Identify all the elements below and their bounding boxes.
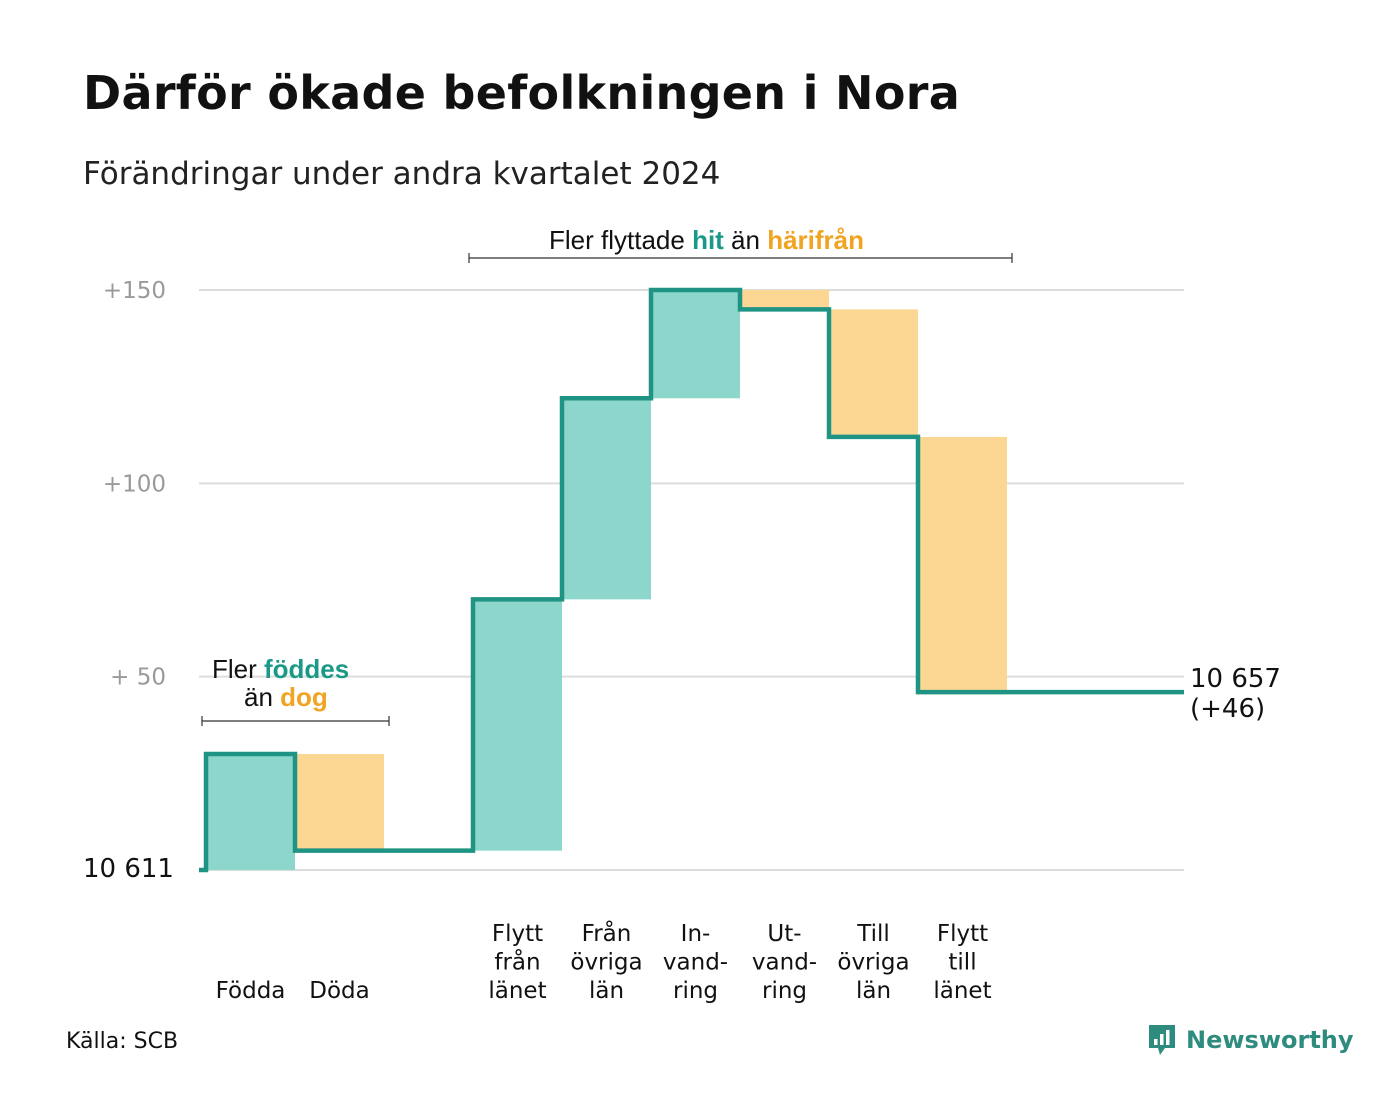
decrease-bar — [295, 754, 384, 851]
category-label: länet — [488, 978, 546, 1004]
increase-bar — [473, 599, 562, 851]
chart-subtitle: Förändringar under andra kvartalet 2024 — [83, 156, 721, 192]
y-tick-label: +150 — [103, 278, 166, 304]
migration-bracket — [468, 253, 1013, 263]
category-label: vand- — [663, 950, 728, 976]
births-annotation-line2: än dog — [244, 682, 328, 712]
end-change-label: (+46) — [1190, 694, 1265, 724]
category-label: Döda — [309, 978, 369, 1004]
brand-name: Newsworthy — [1186, 1026, 1354, 1054]
category-label: övriga — [570, 950, 642, 976]
category-label: In- — [681, 921, 711, 947]
deaths-annotation-prefix: än — [244, 682, 280, 712]
category-label: Från — [582, 919, 632, 947]
births-annotation-highlight: föddes — [264, 654, 349, 684]
y-tick-label: + 50 — [110, 665, 166, 691]
category-label: Flytt — [492, 921, 543, 947]
category-labels: Födda DödaFlyttfrånlänetFrånövrigalänIn-v… — [216, 919, 992, 1004]
category-label: Till — [856, 921, 890, 947]
category-label: Ut- — [767, 921, 801, 947]
source-note: Källa: SCB — [66, 1029, 179, 1054]
newsworthy-logo: Newsworthy — [1146, 1022, 1354, 1058]
category-label: länet — [933, 978, 991, 1004]
chart-title: Därför ökade befolkningen i Nora — [83, 66, 961, 120]
category-label: län — [589, 978, 624, 1004]
category-label: från — [494, 948, 540, 976]
category-label: till — [948, 950, 976, 976]
migration-annotation: Fler flyttade hit än härifrån — [468, 225, 1013, 263]
births-annotation-line1: Fler föddes — [212, 654, 349, 684]
category-label: ring — [673, 978, 718, 1004]
decrease-bar — [829, 309, 918, 437]
newsworthy-logo-icon — [1149, 1025, 1175, 1055]
y-axis-ticks: + 50 +100 +150 — [103, 278, 166, 691]
increase-bar — [651, 290, 740, 399]
decrease-bar — [918, 436, 1007, 693]
births-bracket — [201, 716, 390, 726]
category-label: övriga — [837, 950, 909, 976]
increase-bar — [562, 398, 651, 600]
migration-annotation-prefix: Fler flyttade — [549, 225, 692, 255]
bars — [206, 290, 1007, 870]
migration-annotation-out: härifrån — [767, 225, 864, 255]
migration-annotation-mid: än — [724, 225, 767, 255]
category-label: län — [856, 978, 891, 1004]
category-label: ring — [762, 978, 807, 1004]
baseline-label: 10 611 — [83, 854, 174, 884]
end-value-label: 10 657 — [1190, 664, 1281, 694]
category-label: vand- — [752, 950, 817, 976]
births-annotation: Fler föddes än dog — [201, 654, 390, 726]
increase-bar — [206, 754, 295, 870]
cumulative-step-line — [199, 287, 1184, 873]
births-annotation-prefix: Fler — [212, 654, 264, 684]
decrease-bar — [740, 290, 829, 310]
y-tick-label: +100 — [103, 471, 166, 497]
category-label: Flytt — [937, 921, 988, 947]
migration-annotation-text: Fler flyttade hit än härifrån — [549, 225, 864, 255]
migration-annotation-in: hit — [692, 225, 724, 255]
category-label: Födda — [216, 978, 286, 1004]
deaths-annotation-highlight: dog — [280, 682, 328, 712]
